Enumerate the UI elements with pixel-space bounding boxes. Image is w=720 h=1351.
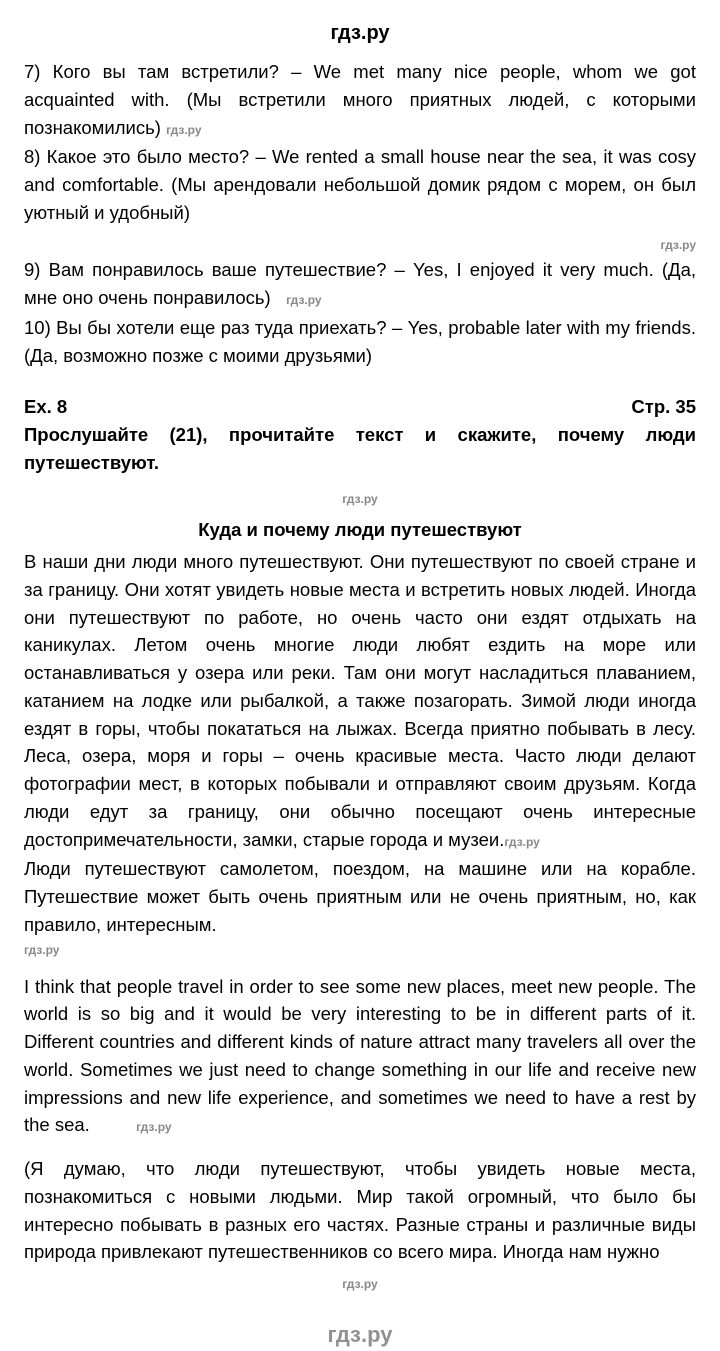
watermark-left: гдз.ру: [24, 941, 696, 959]
english-paragraph: I think that people travel in order to s…: [24, 973, 696, 1140]
watermark-center-bottom: гдз.ру: [24, 1268, 696, 1296]
watermark-inline: гдз.ру: [286, 293, 321, 307]
numbered-item-9: 9) Вам понравилось ваше путешествие? – Y…: [24, 256, 696, 312]
watermark-inline: гдз.ру: [136, 1120, 171, 1134]
spacer: [24, 959, 696, 973]
exercise-header-row: Ex. 8 Стр. 35: [24, 393, 696, 421]
exercise-instruction: Прослушайте (21), прочитайте текст и ска…: [24, 421, 696, 477]
watermark-right: гдз.ру: [24, 229, 696, 257]
spacer: [24, 1141, 696, 1155]
item-7-text: 7) Кого вы там встретили? – We met many …: [24, 61, 696, 138]
numbered-item-8: 8) Какое это было место? – We rented a s…: [24, 143, 696, 226]
russian-translation-text: (Я думаю, что люди путешествуют, чтобы у…: [24, 1158, 696, 1262]
watermark-inline: гдз.ру: [166, 123, 201, 137]
watermark-text: гдз.ру: [342, 1277, 377, 1291]
passage-2-text: Люди путешествуют самолетом, поездом, на…: [24, 858, 696, 935]
watermark-center: гдз.ру: [24, 483, 696, 511]
page-footer-watermark: гдз.ру: [24, 1318, 696, 1351]
passage-paragraph-1: В наши дни люди много путешествуют. Они …: [24, 548, 696, 853]
numbered-item-7: 7) Кого вы там встретили? – We met many …: [24, 58, 696, 141]
watermark-text: гдз.ру: [342, 492, 377, 506]
passage-1-text: В наши дни люди много путешествуют. Они …: [24, 551, 696, 850]
english-text: I think that people travel in order to s…: [24, 976, 696, 1136]
item-8-text: 8) Какое это было место? – We rented a s…: [24, 146, 696, 223]
item-10-text: 10) Вы бы хотели еще раз туда приехать? …: [24, 317, 696, 366]
numbered-item-10: 10) Вы бы хотели еще раз туда приехать? …: [24, 314, 696, 370]
item-9-text: 9) Вам понравилось ваше путешествие? – Y…: [24, 259, 696, 308]
page-header: гдз.ру: [24, 18, 696, 48]
exercise-number: Ex. 8: [24, 393, 67, 421]
passage-title: Куда и почему люди путешествуют: [24, 516, 696, 544]
exercise-page: Стр. 35: [631, 393, 696, 421]
passage-paragraph-2: Люди путешествуют самолетом, поездом, на…: [24, 855, 696, 938]
watermark-inline: гдз.ру: [661, 238, 696, 252]
russian-translation-paragraph: (Я думаю, что люди путешествуют, чтобы у…: [24, 1155, 696, 1266]
watermark-inline: гдз.ру: [504, 835, 539, 849]
